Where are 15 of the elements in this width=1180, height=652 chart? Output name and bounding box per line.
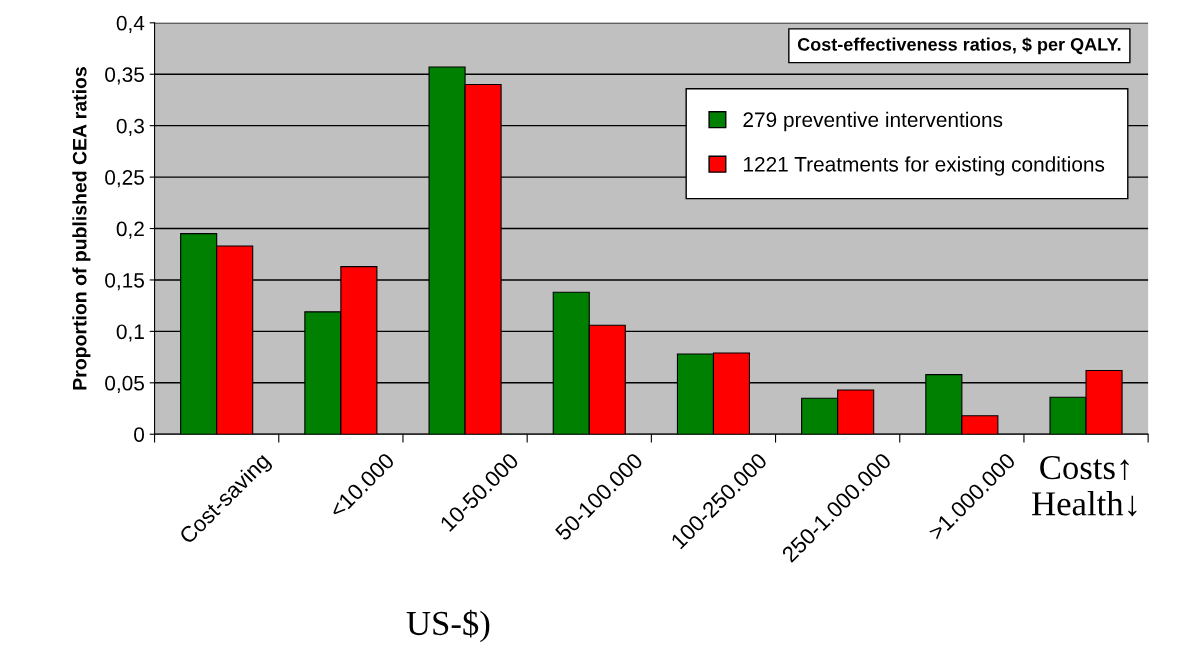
y-tick-label: 0,1 (116, 324, 144, 342)
legend-label: 279 preventive interventions (743, 111, 1003, 132)
text: US-$) (406, 609, 490, 643)
text: Cost-effectiveness ratios, $ per QALY. (797, 37, 1121, 55)
y-tick-label: 0 (134, 427, 145, 442)
y-tick-label: 0,3 (116, 118, 144, 136)
legend-label: 1221 Treatments for existing conditions (744, 156, 1105, 176)
x-tick-label: Costs↑ Health↓ (1032, 455, 1137, 517)
y-axis-title: Proportion of published CEA ratios (72, 67, 91, 390)
y-tick-label: 0,35 (105, 67, 144, 85)
y-tick-label: 0,25 (105, 170, 144, 188)
y-tick-label: 0,2 (116, 221, 144, 239)
y-tick-label: 0,4 (116, 15, 145, 34)
y-tick-label: 0,15 (105, 272, 144, 291)
y-tick-label: 0,05 (105, 375, 144, 394)
